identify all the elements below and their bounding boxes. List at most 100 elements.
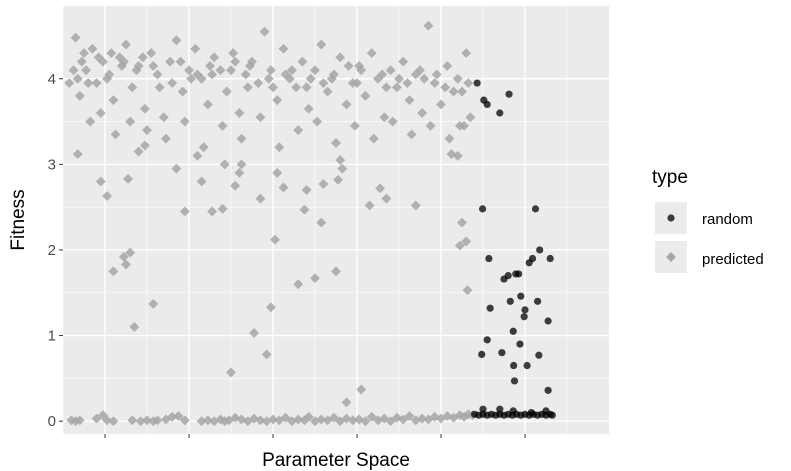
random-point — [546, 254, 554, 263]
predicted-point — [167, 78, 178, 88]
predicted-point — [301, 185, 312, 195]
predicted-point — [293, 279, 304, 290]
predicted-point — [72, 149, 83, 160]
predicted-point — [234, 167, 245, 178]
predicted-point — [102, 191, 113, 201]
random-point — [478, 205, 487, 213]
predicted-point — [167, 411, 178, 422]
predicted-point — [125, 247, 136, 258]
predicted-point — [196, 416, 207, 427]
random-point — [515, 270, 523, 278]
random-point — [496, 109, 504, 117]
predicted-point — [133, 146, 144, 157]
predicted-point — [417, 413, 428, 424]
predicted-point — [219, 159, 230, 170]
predicted-point — [265, 302, 276, 313]
predicted-point — [129, 322, 140, 332]
predicted-point — [95, 176, 106, 187]
random-point — [506, 297, 514, 305]
predicted-point — [375, 183, 386, 194]
predicted-point — [123, 173, 134, 184]
random-point — [531, 205, 540, 213]
predicted-point — [142, 415, 152, 426]
predicted-point — [316, 217, 327, 228]
legend-label-random: random — [702, 211, 753, 228]
predicted-point — [177, 86, 188, 97]
predicted-point — [148, 60, 159, 71]
predicted-point — [142, 125, 152, 136]
random-point — [544, 386, 552, 394]
random-point — [483, 336, 491, 344]
random-point — [505, 90, 513, 98]
predicted-point — [79, 48, 89, 59]
predicted-point — [462, 285, 473, 296]
predicted-point — [160, 133, 171, 144]
predicted-point — [230, 180, 241, 191]
random-point — [544, 317, 552, 325]
legend-predicted-marker — [666, 252, 676, 262]
predicted-point — [236, 159, 247, 170]
predicted-point — [331, 138, 341, 148]
predicted-point — [310, 273, 320, 284]
predicted-point — [102, 73, 113, 84]
predicted-point — [278, 182, 289, 193]
y-tick-label: 0 — [48, 413, 56, 430]
random-point — [548, 411, 556, 419]
random-point — [510, 377, 519, 385]
predicted-point — [173, 411, 184, 421]
predicted-point — [76, 56, 87, 67]
predicted-point — [83, 78, 94, 88]
predicted-point — [175, 56, 186, 67]
predicted-point — [190, 43, 201, 54]
predicted-point — [131, 65, 142, 76]
predicted-point — [91, 78, 102, 88]
predicted-point — [192, 69, 203, 80]
predicted-point — [186, 73, 197, 84]
predicted-point — [171, 35, 182, 46]
random-point — [504, 272, 512, 280]
predicted-point — [406, 129, 417, 140]
predicted-point — [139, 103, 150, 114]
predicted-point — [202, 99, 213, 110]
predicted-point — [137, 52, 148, 63]
predicted-point — [68, 65, 79, 76]
predicted-point — [364, 200, 375, 211]
random-point — [483, 100, 491, 109]
minor-gridlines — [62, 6, 609, 434]
legend: type random predicted — [652, 167, 764, 273]
predicted-point — [303, 411, 314, 422]
predicted-point — [368, 133, 379, 144]
predicted-point — [230, 56, 241, 67]
predicted-point — [127, 82, 138, 93]
predicted-point — [152, 415, 163, 426]
x-axis-ticks — [104, 434, 526, 438]
predicted-point — [347, 415, 358, 426]
random-point — [520, 313, 528, 321]
predicted-point — [226, 65, 236, 76]
legend-title: type — [652, 167, 688, 188]
random-point — [485, 254, 493, 263]
predicted-point — [179, 116, 190, 127]
y-tick-label: 2 — [48, 242, 56, 259]
predicted-point — [446, 149, 457, 160]
predicted-point — [184, 65, 194, 76]
predicted-point — [64, 78, 75, 88]
random-point — [516, 340, 524, 348]
predicted-point — [215, 65, 226, 76]
predicted-point — [70, 32, 81, 43]
predicted-point — [337, 163, 348, 174]
predicted-point — [226, 367, 236, 378]
predicted-point — [333, 174, 344, 185]
y-tick-label: 1 — [48, 328, 56, 345]
predicted-point — [81, 65, 92, 76]
predicted-point — [179, 415, 190, 426]
legend-random-marker — [667, 214, 675, 222]
predicted-point — [198, 142, 209, 153]
predicted-point — [240, 69, 251, 80]
random-point — [517, 292, 525, 300]
predicted-point — [454, 240, 465, 251]
predicted-point — [234, 108, 245, 118]
predicted-point — [148, 298, 159, 309]
predicted-point — [121, 39, 131, 50]
